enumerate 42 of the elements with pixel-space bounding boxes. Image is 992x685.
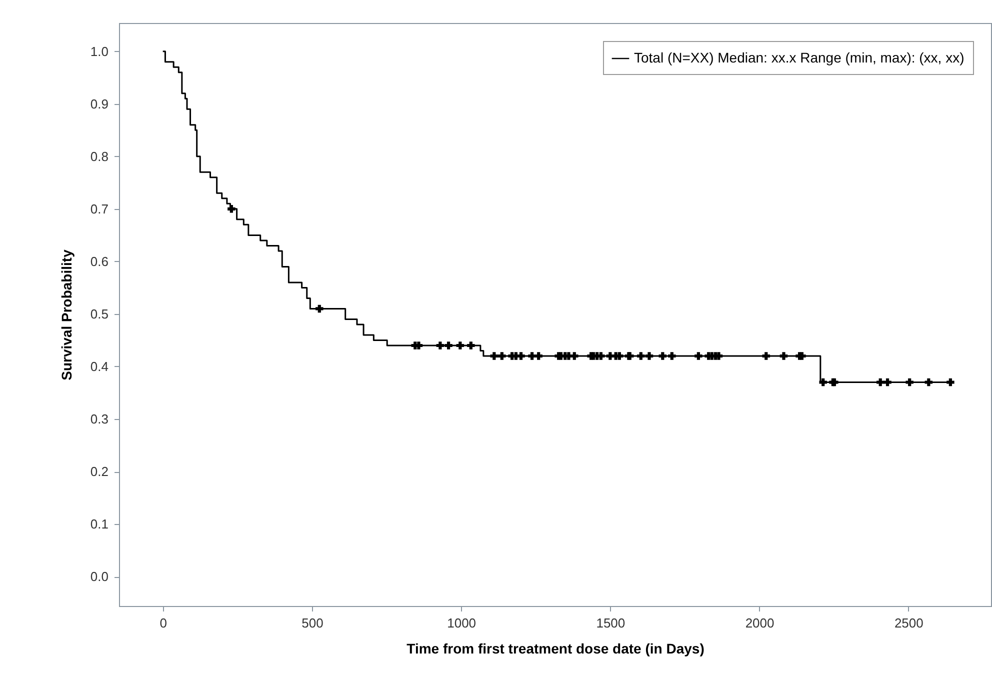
- point: [819, 378, 827, 386]
- point: [906, 378, 914, 386]
- y-tick-label: 0.2: [90, 464, 108, 480]
- point: [884, 378, 892, 386]
- point: [658, 352, 667, 360]
- point: [637, 352, 645, 360]
- y-tick-label: 0.3: [90, 412, 108, 427]
- y-tick-label: 0.6: [90, 254, 108, 269]
- y-tick-label: 0.7: [90, 201, 108, 216]
- y-tick-label: 0.8: [90, 148, 108, 164]
- point: [534, 352, 542, 360]
- y-tick-label: 1.0: [90, 44, 108, 59]
- point: [467, 342, 475, 350]
- point: [490, 352, 498, 360]
- y-tick-label: 0.9: [90, 96, 108, 112]
- y-axis-title: Survival Probability: [58, 249, 74, 380]
- point: [762, 352, 770, 360]
- x-tick-label: 2500: [894, 616, 924, 630]
- x-tick-label: 1000: [447, 616, 476, 630]
- legend-label: Total (N=XX) Median: xx.x Range (min, max): (xx, xx): [634, 50, 964, 66]
- y-tick-label: 0.0: [90, 569, 108, 584]
- point: [924, 378, 933, 386]
- point: [668, 352, 676, 360]
- point: [316, 304, 324, 313]
- point: [876, 378, 884, 386]
- point: [946, 378, 954, 386]
- y-tick-label: 0.5: [90, 306, 108, 322]
- x-axis-title: Time from first treatment dose date (in Days): [406, 640, 704, 656]
- point: [780, 352, 788, 360]
- point: [444, 342, 452, 350]
- x-tick-label: 0: [160, 616, 167, 630]
- y-tick-label: 0.1: [90, 516, 108, 532]
- point: [228, 205, 236, 213]
- x-tick-label: 2000: [745, 616, 774, 630]
- point: [645, 352, 654, 360]
- y-tick-label: 0.4: [90, 358, 108, 374]
- x-tick-label: 500: [302, 616, 324, 630]
- point: [456, 342, 464, 350]
- point: [694, 352, 702, 360]
- x-tick-label: 1500: [596, 616, 626, 630]
- point: [436, 342, 444, 350]
- point: [498, 352, 506, 360]
